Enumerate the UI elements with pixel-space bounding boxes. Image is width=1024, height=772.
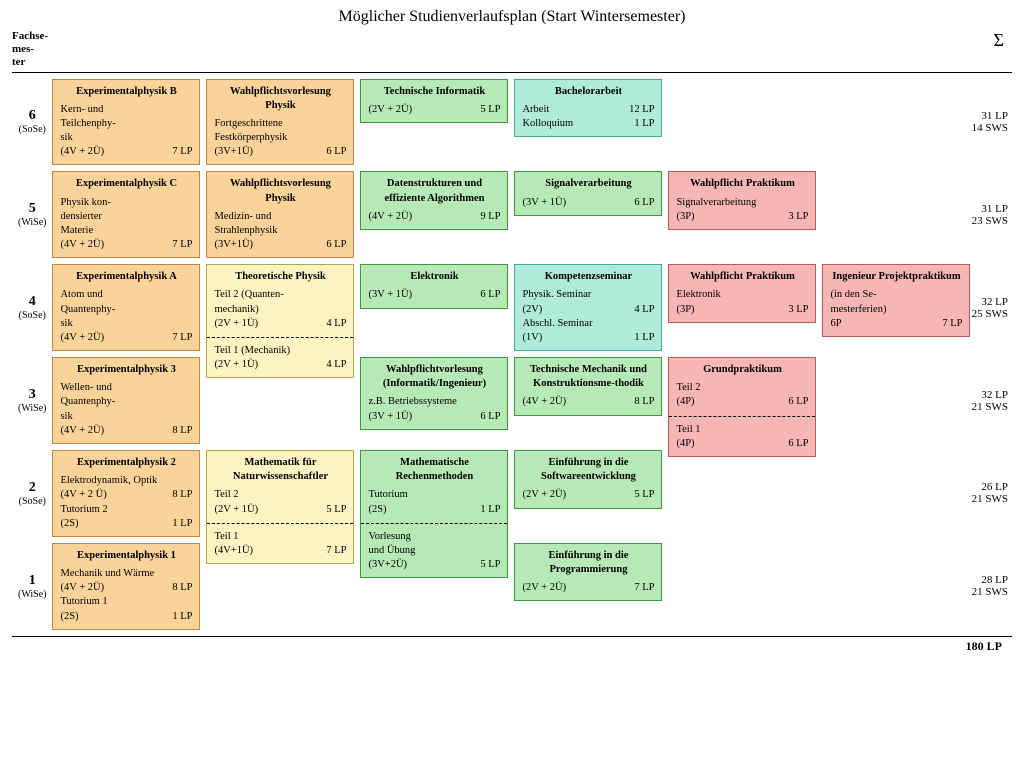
course-box: Technische Mechanik und Konstruktionsme-… xyxy=(514,357,662,416)
semester-row: 3(WiSe)Experimentalphysik 3Wellen- undQu… xyxy=(12,357,1012,444)
semester-cells: Experimentalphysik 1Mechanik und Wärme(4… xyxy=(52,543,970,630)
page-title: Möglicher Studienverlaufsplan (Start Win… xyxy=(12,8,1012,26)
semester-cells: Experimentalphysik CPhysik kon-densierte… xyxy=(52,171,970,258)
course-box: Wahlpflichtvorlesung (Informatik/Ingenie… xyxy=(360,357,508,430)
course-box: KompetenzseminarPhysik. Seminar(2V)4 LPA… xyxy=(514,264,662,351)
course-box: Wahlpflicht PraktikumSignalverarbeitung(… xyxy=(668,171,816,230)
semester-cells: Experimentalphysik BKern- undTeilchenphy… xyxy=(52,79,970,166)
semester-row: 6(SoSe)Experimentalphysik BKern- undTeil… xyxy=(12,79,1012,166)
semester-sum: 28 LP21 SWS xyxy=(970,543,1012,630)
semester-label: 4(SoSe) xyxy=(12,264,52,351)
semester-sum: 31 LP23 SWS xyxy=(970,171,1012,258)
course-box: Ingenieur Projektpraktikum(in den Se-mes… xyxy=(822,264,970,337)
semester-row: 1(WiSe)Experimentalphysik 1Mechanik und … xyxy=(12,543,1012,630)
header-row: Fachse-mes-ter Σ xyxy=(12,30,1012,73)
semester-label: 2(SoSe) xyxy=(12,450,52,537)
semester-cells: Experimentalphysik 3Wellen- undQuantenph… xyxy=(52,357,970,444)
course-box: Experimentalphysik AAtom undQuantenphy-s… xyxy=(52,264,200,351)
semester-cells: Experimentalphysik AAtom undQuantenphy-s… xyxy=(52,264,970,351)
semester-row: 4(SoSe)Experimentalphysik AAtom undQuant… xyxy=(12,264,1012,351)
course-box: GrundpraktikumTeil 2(4P)6 LPTeil 1(4P)6 … xyxy=(668,357,816,457)
course-box: Theoretische PhysikTeil 2 (Quanten-mecha… xyxy=(206,264,354,378)
course-box: Elektronik(3V + 1Ü)6 LP xyxy=(360,264,508,308)
sigma-symbol: Σ xyxy=(994,30,1012,51)
total-lp: 180 LP xyxy=(12,636,1012,654)
semester-label: 1(WiSe) xyxy=(12,543,52,630)
semester-label: 6(SoSe) xyxy=(12,79,52,166)
course-box: Datenstrukturen und effiziente Algorithm… xyxy=(360,171,508,230)
semester-sum: 31 LP14 SWS xyxy=(970,79,1012,166)
course-box: Experimentalphysik BKern- undTeilchenphy… xyxy=(52,79,200,166)
semester-sum: 26 LP21 SWS xyxy=(970,450,1012,537)
course-box: BachelorarbeitArbeit12 LPKolloquium1 LP xyxy=(514,79,662,138)
course-box: Experimentalphysik 1Mechanik und Wärme(4… xyxy=(52,543,200,630)
course-box: Signalverarbeitung(3V + 1Ü)6 LP xyxy=(514,171,662,215)
curriculum-grid: 1(WiSe)Experimentalphysik 1Mechanik und … xyxy=(12,79,1012,636)
course-box: Technische Informatik(2V + 2Ü)5 LP xyxy=(360,79,508,123)
course-box: Einführung in die Programmierung(2V + 2Ü… xyxy=(514,543,662,602)
semester-label: 3(WiSe) xyxy=(12,357,52,444)
course-box: Mathematische RechenmethodenTutorium(2S)… xyxy=(360,450,508,578)
course-box: Experimentalphysik 3Wellen- undQuantenph… xyxy=(52,357,200,444)
semester-cells: Experimentalphysik 2Elektrodynamik, Opti… xyxy=(52,450,970,537)
course-box: Wahlpflichtsvorlesung PhysikFortgeschrit… xyxy=(206,79,354,166)
course-box: Wahlpflichtsvorlesung PhysikMedizin- und… xyxy=(206,171,354,258)
semester-sum: 32 LP25 SWS xyxy=(970,264,1012,351)
course-box: Experimentalphysik 2Elektrodynamik, Opti… xyxy=(52,450,200,537)
semester-row: 2(SoSe)Experimentalphysik 2Elektrodynami… xyxy=(12,450,1012,537)
course-box: Wahlpflicht PraktikumElektronik(3P)3 LP xyxy=(668,264,816,323)
course-box: Mathematik für NaturwissenschaftlerTeil … xyxy=(206,450,354,564)
semester-sum: 32 LP21 SWS xyxy=(970,357,1012,444)
header-left-label: Fachse-mes-ter xyxy=(12,30,67,70)
course-box: Experimentalphysik CPhysik kon-densierte… xyxy=(52,171,200,258)
semester-row: 5(WiSe)Experimentalphysik CPhysik kon-de… xyxy=(12,171,1012,258)
course-box: Einführung in die Softwareentwicklung(2V… xyxy=(514,450,662,509)
semester-label: 5(WiSe) xyxy=(12,171,52,258)
